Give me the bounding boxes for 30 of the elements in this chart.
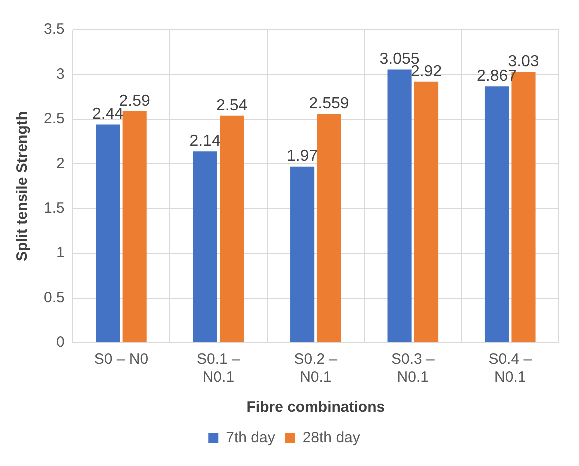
bar xyxy=(388,70,412,342)
bar xyxy=(96,124,120,342)
x-tick-label: S0.2 – N0.1 xyxy=(294,351,338,386)
y-tick-label: 3.5 xyxy=(44,21,65,38)
y-tick-label: 0.5 xyxy=(44,289,65,306)
bar xyxy=(122,111,147,342)
y-tick-label: 3 xyxy=(56,66,65,83)
y-tick-label: 2 xyxy=(56,155,65,172)
bar xyxy=(220,116,244,342)
bar xyxy=(484,86,510,342)
bar xyxy=(414,82,439,342)
legend-label: 28th day xyxy=(302,430,361,447)
x-tick-label: S0 – N0 xyxy=(94,351,149,368)
x-tick-label: S0.3 – N0.1 xyxy=(391,351,436,386)
data-label: 1.97 xyxy=(286,148,318,166)
y-tick-label: 1.5 xyxy=(44,200,65,217)
legend-label: 7th day xyxy=(226,430,276,447)
x-axis-title: Fibre combinations xyxy=(246,399,386,416)
y-axis-title: Split tensile Strength xyxy=(14,111,32,262)
data-label: 3.03 xyxy=(508,53,540,70)
y-tick-label: 2.5 xyxy=(44,110,65,128)
data-label: 2.54 xyxy=(216,97,248,114)
bar xyxy=(317,114,342,342)
bar xyxy=(290,166,315,342)
bar xyxy=(193,152,218,342)
y-tick-label: 1 xyxy=(56,244,65,262)
x-tick-label: S0.1 – N0.1 xyxy=(197,351,242,386)
data-label: 2.559 xyxy=(309,96,350,113)
y-tick-label: 0 xyxy=(56,334,65,352)
x-tick-label: S0.4 – N0.1 xyxy=(488,351,533,386)
